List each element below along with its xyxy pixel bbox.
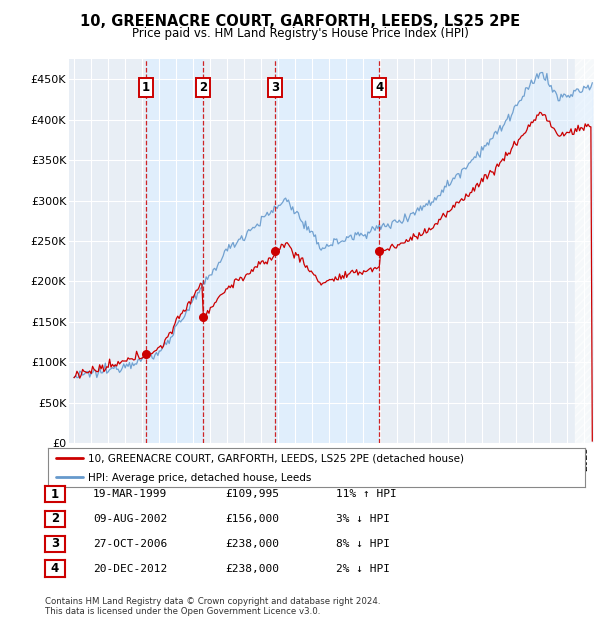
Text: HPI: Average price, detached house, Leeds: HPI: Average price, detached house, Leed…: [88, 473, 311, 483]
Text: 2: 2: [51, 513, 59, 525]
Text: £156,000: £156,000: [225, 514, 279, 524]
Text: 2: 2: [199, 81, 207, 94]
Text: 4: 4: [51, 562, 59, 575]
Text: £238,000: £238,000: [225, 564, 279, 574]
Text: 09-AUG-2002: 09-AUG-2002: [93, 514, 167, 524]
Text: 10, GREENACRE COURT, GARFORTH, LEEDS, LS25 2PE (detached house): 10, GREENACRE COURT, GARFORTH, LEEDS, LS…: [88, 454, 464, 464]
Text: £238,000: £238,000: [225, 539, 279, 549]
Bar: [275, 59, 379, 443]
Text: 11% ↑ HPI: 11% ↑ HPI: [336, 489, 397, 499]
Text: Price paid vs. HM Land Registry's House Price Index (HPI): Price paid vs. HM Land Registry's House …: [131, 27, 469, 40]
Text: 1: 1: [51, 488, 59, 500]
Text: 3: 3: [271, 81, 279, 94]
Text: This data is licensed under the Open Government Licence v3.0.: This data is licensed under the Open Gov…: [45, 607, 320, 616]
Text: 27-OCT-2006: 27-OCT-2006: [93, 539, 167, 549]
Text: 4: 4: [375, 81, 383, 94]
Text: 2% ↓ HPI: 2% ↓ HPI: [336, 564, 390, 574]
Text: 3% ↓ HPI: 3% ↓ HPI: [336, 514, 390, 524]
Text: 8% ↓ HPI: 8% ↓ HPI: [336, 539, 390, 549]
Text: 20-DEC-2012: 20-DEC-2012: [93, 564, 167, 574]
Text: 1: 1: [142, 81, 149, 94]
Text: £109,995: £109,995: [225, 489, 279, 499]
Text: 10, GREENACRE COURT, GARFORTH, LEEDS, LS25 2PE: 10, GREENACRE COURT, GARFORTH, LEEDS, LS…: [80, 14, 520, 29]
Bar: [575, 59, 594, 443]
Bar: [146, 59, 203, 443]
Text: 3: 3: [51, 538, 59, 550]
Text: 19-MAR-1999: 19-MAR-1999: [93, 489, 167, 499]
Text: Contains HM Land Registry data © Crown copyright and database right 2024.: Contains HM Land Registry data © Crown c…: [45, 597, 380, 606]
